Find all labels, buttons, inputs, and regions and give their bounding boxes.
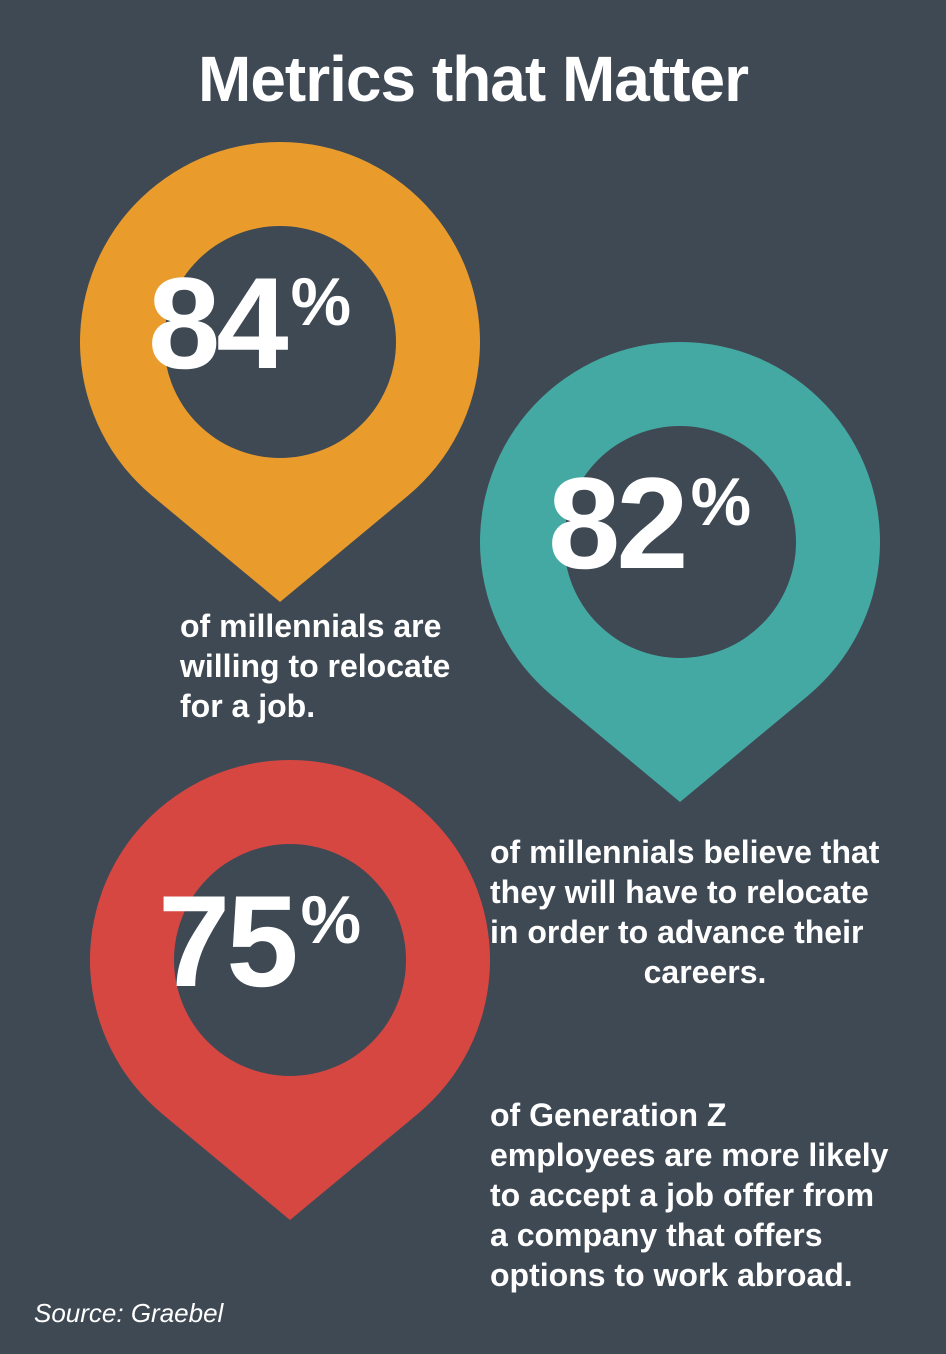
percent-icon: % <box>691 468 751 536</box>
pin-84-value: 84% <box>148 258 351 388</box>
pin-82-value: 82% <box>548 458 751 588</box>
percent-icon: % <box>301 886 361 954</box>
pin-75-number: 75 <box>158 876 295 1006</box>
pin-75-value: 75% <box>158 876 361 1006</box>
pin-82-description: of millennials believe thatthey will hav… <box>490 832 920 992</box>
infographic-canvas: Metrics that Matter 84% of millennials are… <box>0 0 946 1354</box>
page-title: Metrics that Matter <box>0 42 946 116</box>
pin-84-description: of millennials arewilling to relocatefor… <box>180 606 520 726</box>
percent-icon: % <box>291 268 351 336</box>
pin-84-number: 84 <box>148 258 285 388</box>
pin-75-description: of Generation Zemployees are more likely… <box>490 1095 920 1295</box>
source-citation: Source: Graebel <box>34 1298 223 1329</box>
pin-82-number: 82 <box>548 458 685 588</box>
